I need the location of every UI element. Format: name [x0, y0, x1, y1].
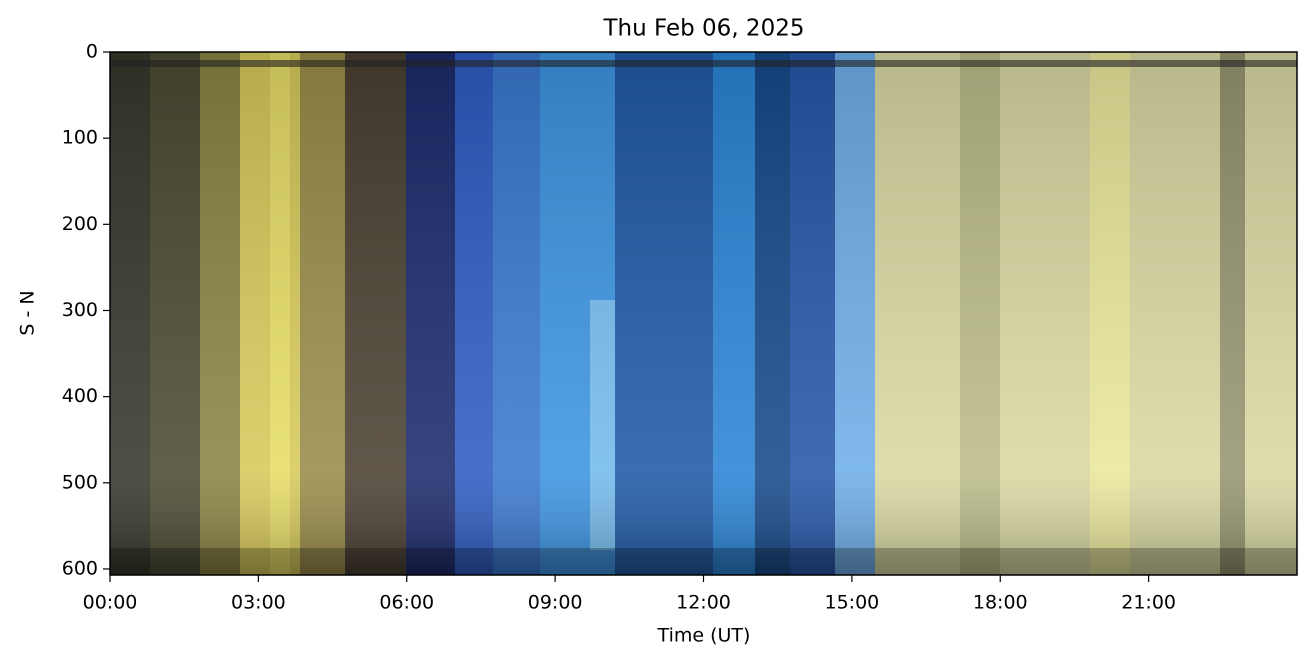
y-tick-label: 500	[62, 471, 98, 493]
y-tick-label: 300	[62, 299, 98, 321]
x-tick-label: 00:00	[83, 592, 138, 614]
x-tick-label: 12:00	[676, 592, 731, 614]
keogram-image	[110, 52, 1297, 575]
chart-title: Thu Feb 06, 2025	[603, 16, 805, 42]
y-tick-label: 600	[62, 557, 98, 579]
x-tick-label: 15:00	[824, 592, 879, 614]
x-tick-label: 09:00	[528, 592, 583, 614]
y-tick-label: 0	[86, 41, 98, 63]
x-axis-label: Time (UT)	[657, 625, 751, 647]
x-tick-label: 06:00	[379, 592, 434, 614]
x-tick-label: 18:00	[973, 592, 1028, 614]
x-tick-label: 21:00	[1121, 592, 1176, 614]
y-axis-label: S - N	[17, 290, 39, 335]
y-tick-label: 400	[62, 385, 98, 407]
x-tick-label: 03:00	[231, 592, 286, 614]
y-tick-label: 200	[62, 213, 98, 235]
y-tick-label: 100	[62, 127, 98, 149]
